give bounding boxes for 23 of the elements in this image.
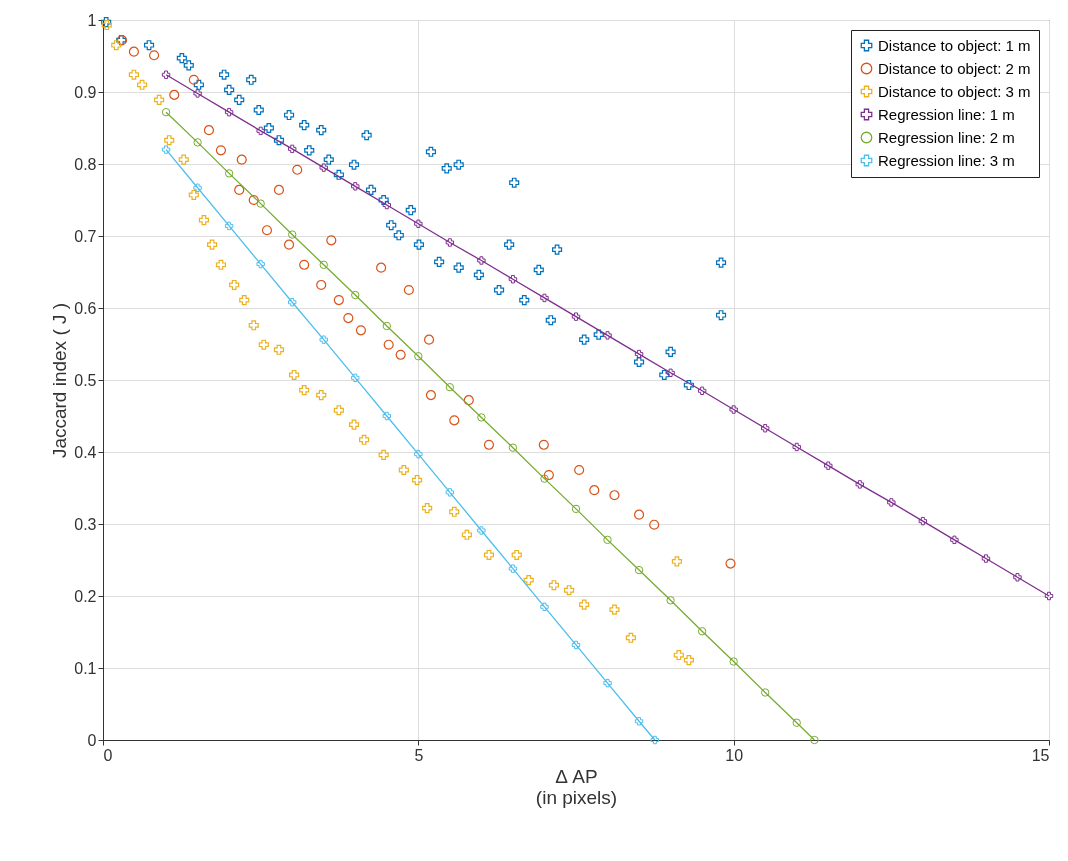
y-tick-label: 0.3 <box>74 515 97 533</box>
x-axis-title: Δ AP (in pixels) <box>535 765 618 808</box>
legend-label: Distance to object: 1 m <box>878 36 1031 54</box>
legend-label: Distance to object: 3 m <box>878 82 1031 100</box>
y-tick-label: 0.1 <box>74 659 97 677</box>
y-tick-label: 0.7 <box>74 227 97 245</box>
legend-label: Distance to object: 2 m <box>878 59 1031 77</box>
x-tick-label: 15 <box>1031 746 1050 764</box>
y-tick-label: 0.5 <box>74 371 97 389</box>
y-axis-title: Jaccard index ( J ) <box>49 302 71 459</box>
y-tick-label: 0.2 <box>74 587 97 605</box>
y-tick-label: 0.9 <box>74 83 97 101</box>
y-tick-label: 0.6 <box>74 299 97 317</box>
legend-label: Regression line: 1 m <box>878 105 1015 123</box>
y-tick-label: 0.8 <box>74 155 97 173</box>
x-tick-label: 0 <box>103 746 113 764</box>
y-tick-label: 1 <box>87 11 97 29</box>
x-tick-label: 5 <box>414 746 424 764</box>
y-tick-label: 0 <box>87 731 97 749</box>
y-tick-label: 0.4 <box>74 443 97 461</box>
legend-label: Regression line: 3 m <box>878 151 1015 169</box>
x-tick-label: 10 <box>725 746 744 764</box>
legend-label: Regression line: 2 m <box>878 128 1015 146</box>
